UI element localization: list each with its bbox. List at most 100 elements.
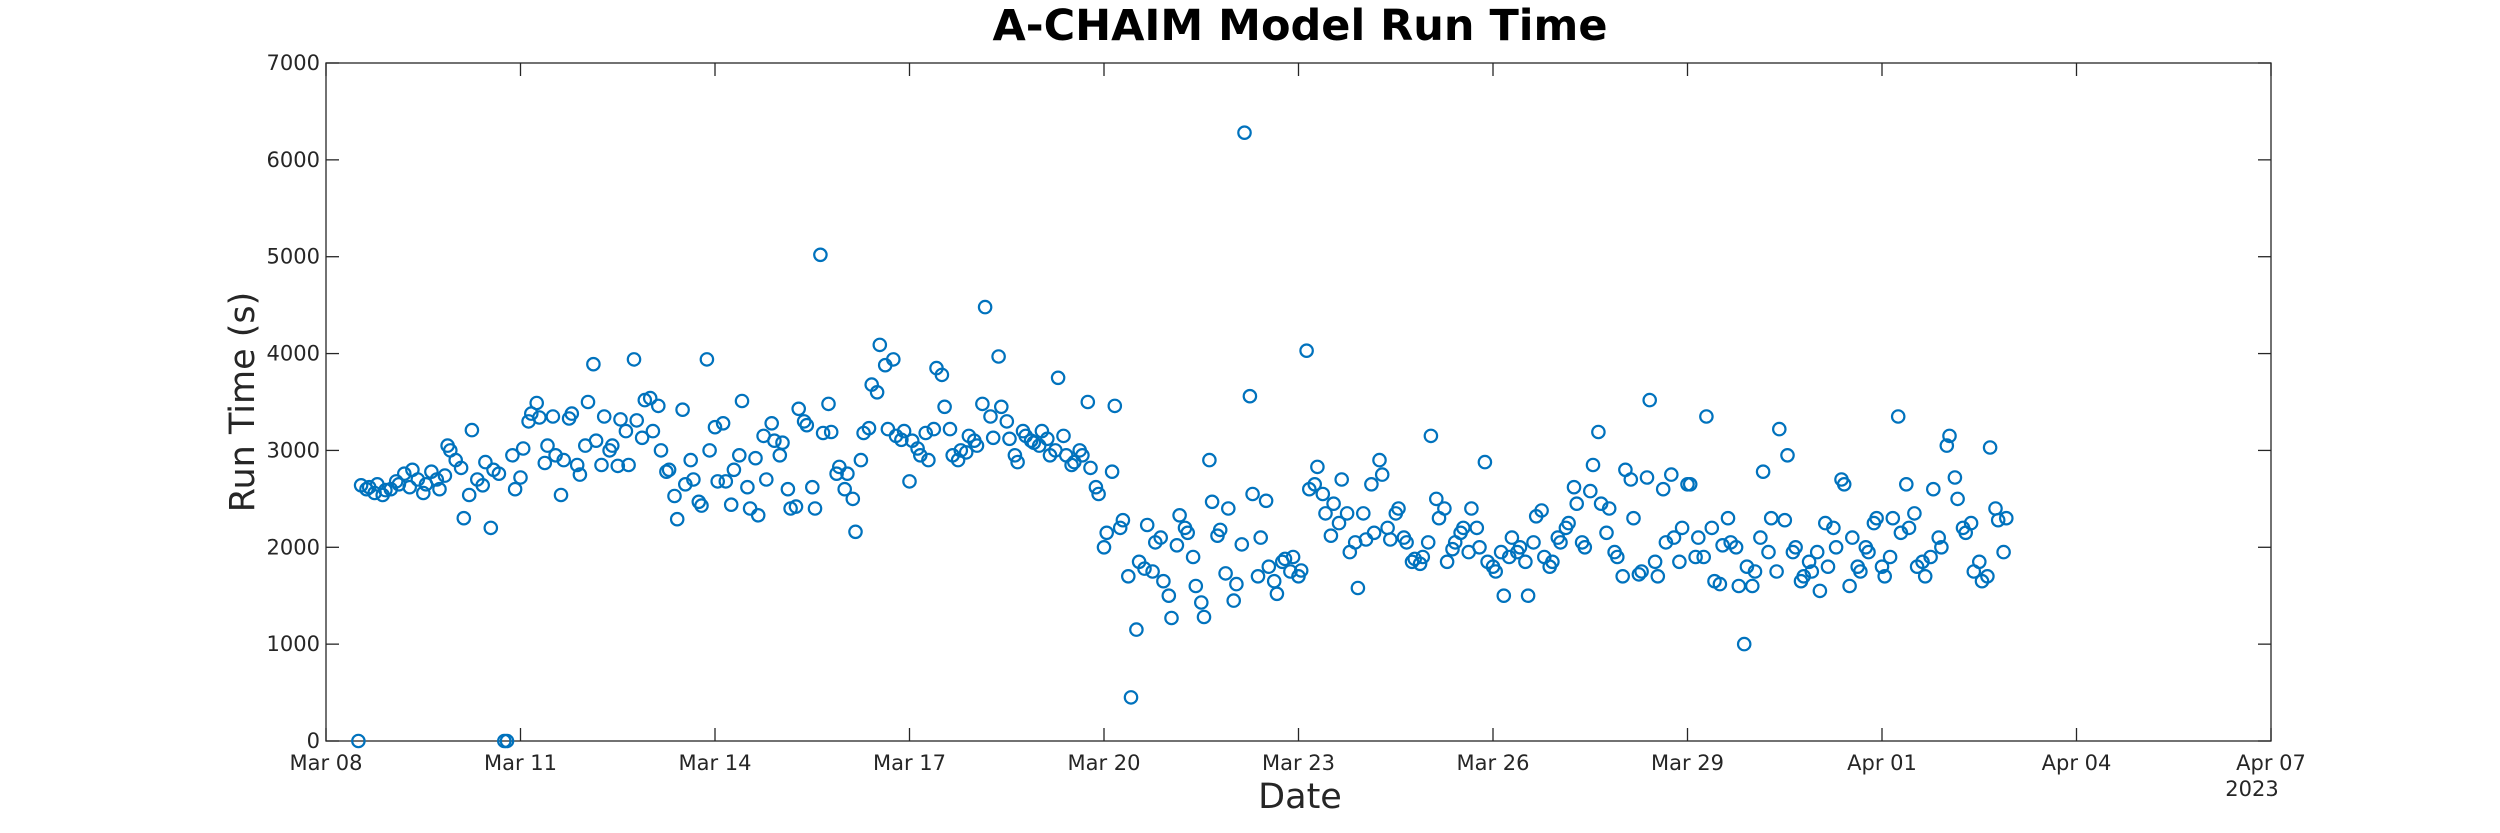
data-point <box>1769 564 1784 579</box>
data-point <box>461 487 477 503</box>
data-point <box>1647 554 1663 570</box>
data-point <box>837 481 852 497</box>
data-point <box>1728 539 1744 555</box>
data-point <box>1075 447 1090 463</box>
data-point <box>1439 554 1455 570</box>
data-point <box>642 390 658 406</box>
y-tick-label: 6000 <box>267 148 320 172</box>
data-point <box>1853 564 1868 579</box>
data-point <box>896 423 912 439</box>
data-point <box>1990 512 2006 528</box>
data-point <box>553 487 569 503</box>
data-point <box>1202 452 1217 468</box>
data-point <box>629 413 644 428</box>
data-point <box>1688 549 1703 565</box>
data-point <box>483 520 499 536</box>
data-point <box>429 472 445 487</box>
data-point <box>788 499 804 514</box>
data-point <box>1258 493 1274 509</box>
data-point <box>1056 428 1071 444</box>
data-point <box>1761 544 1776 560</box>
data-point <box>686 472 701 487</box>
data-point <box>1553 535 1568 550</box>
data-point <box>1307 476 1322 492</box>
data-point <box>1512 539 1528 555</box>
data-point <box>1704 520 1720 536</box>
plot-area-frame <box>325 62 2272 742</box>
data-point <box>513 470 528 485</box>
data-point <box>699 352 715 367</box>
data-point <box>1007 447 1023 463</box>
x-tick-label: Mar 29 <box>1651 751 1724 775</box>
data-point <box>1383 532 1398 547</box>
data-point <box>1420 535 1436 550</box>
data-point <box>1285 549 1301 565</box>
data-point <box>1720 510 1736 526</box>
data-point <box>1415 549 1431 565</box>
data-point <box>586 356 601 372</box>
data-point <box>1245 486 1260 502</box>
data-point <box>626 352 642 367</box>
data-point <box>415 485 431 501</box>
data-point <box>464 422 480 438</box>
data-point <box>707 419 723 435</box>
data-point <box>1356 506 1371 521</box>
data-point <box>1318 506 1333 521</box>
x-tick-label: Mar 14 <box>678 751 751 775</box>
data-point <box>740 479 755 495</box>
data-point <box>1812 583 1828 599</box>
data-point <box>1615 568 1630 584</box>
data-points <box>351 125 2014 749</box>
data-point <box>505 447 520 463</box>
data-point <box>1631 567 1647 582</box>
data-point <box>804 479 820 495</box>
data-point <box>1099 525 1114 541</box>
data-point <box>1153 530 1168 545</box>
data-point <box>1399 535 1414 550</box>
data-point <box>1942 428 1957 444</box>
data-point <box>950 452 966 468</box>
data-point <box>1777 512 1793 528</box>
data-point <box>726 462 742 478</box>
data-point <box>596 409 612 424</box>
data-point <box>621 457 636 473</box>
data-point <box>1437 501 1452 516</box>
data-point <box>569 457 585 473</box>
data-point <box>1772 421 1787 437</box>
data-point <box>1931 530 1946 545</box>
data-point <box>1882 549 1898 565</box>
data-point <box>1712 576 1728 592</box>
data-point <box>1561 515 1576 531</box>
data-point <box>829 466 844 481</box>
x-tick-label: Apr 04 <box>2042 751 2112 775</box>
data-point <box>1339 506 1355 521</box>
data-point <box>1972 554 1987 570</box>
data-point <box>715 415 731 431</box>
data-point <box>861 420 877 436</box>
data-point <box>545 409 561 424</box>
data-point <box>1374 467 1390 482</box>
data-point <box>537 455 553 471</box>
data-point <box>1145 564 1160 579</box>
data-point <box>823 424 839 440</box>
data-point <box>1996 544 2011 560</box>
data-point <box>1477 454 1493 470</box>
data-point <box>1682 476 1698 492</box>
data-point <box>1801 554 1817 570</box>
data-point <box>902 474 917 489</box>
data-point <box>1610 549 1625 565</box>
data-point <box>880 421 896 437</box>
data-point <box>731 447 747 463</box>
data-point <box>942 421 958 437</box>
data-point <box>1269 586 1285 602</box>
data-point <box>894 432 909 448</box>
data-point <box>1164 610 1179 626</box>
data-point <box>1350 580 1366 596</box>
data-point <box>1836 476 1852 492</box>
data-point <box>1939 438 1955 453</box>
data-point <box>1104 464 1120 479</box>
data-point <box>1755 464 1771 479</box>
data-point <box>1310 459 1325 475</box>
data-point <box>985 430 1001 446</box>
